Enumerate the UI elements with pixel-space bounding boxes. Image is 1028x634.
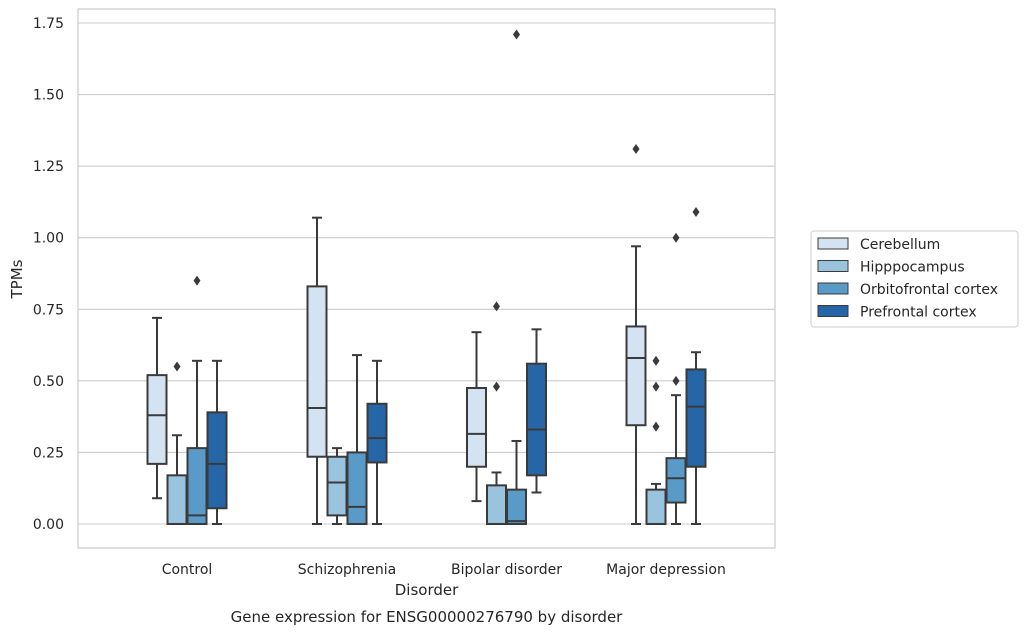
box-prefrontal-cortex bbox=[526, 328, 547, 494]
outlier-point bbox=[173, 361, 181, 372]
outlier-point bbox=[672, 375, 680, 386]
legend-label: Prefrontal cortex bbox=[860, 305, 977, 321]
y-tick-label: 1.25 bbox=[33, 159, 64, 175]
box-groups bbox=[146, 29, 707, 526]
y-tick-label: 0.00 bbox=[33, 517, 64, 533]
y-tick-label: 1.75 bbox=[33, 16, 64, 32]
outlier-point bbox=[652, 421, 660, 432]
x-tick-label: Schizophrenia bbox=[298, 562, 396, 578]
outlier-point bbox=[652, 381, 660, 392]
outlier-point bbox=[493, 301, 500, 312]
outlier-point bbox=[672, 232, 680, 243]
legend-label: Orbitofrontal cortex bbox=[860, 282, 998, 298]
box-prefrontal-cortex bbox=[206, 359, 228, 525]
box-cerebellum bbox=[306, 216, 328, 525]
x-tick-label: Control bbox=[162, 562, 213, 578]
box-body bbox=[326, 455, 348, 517]
outlier-point bbox=[632, 143, 640, 154]
box-body bbox=[645, 488, 667, 526]
box-body bbox=[346, 451, 368, 525]
box-body bbox=[206, 411, 228, 510]
y-axis-label: TPMs bbox=[8, 259, 26, 299]
box-body bbox=[366, 402, 388, 464]
y-tick-label: 0.50 bbox=[33, 374, 64, 390]
legend-swatch bbox=[817, 260, 849, 272]
box-cerebellum bbox=[466, 331, 487, 503]
chart-caption: Gene expression for ENSG00000276790 by d… bbox=[231, 608, 624, 626]
legend: Cerebellum Hipppocampus Orbitofrontal cort… bbox=[810, 230, 1019, 328]
box-hipppocampus bbox=[645, 355, 667, 526]
box-body bbox=[186, 447, 208, 525]
legend-frame bbox=[810, 230, 1019, 328]
y-tick-label: 1.50 bbox=[33, 88, 64, 104]
outlier-point bbox=[193, 275, 201, 286]
box-body bbox=[625, 325, 647, 427]
legend-swatch bbox=[817, 282, 849, 295]
x-tick-labels: Control Schizophrenia Bipolar disorder Majo… bbox=[162, 562, 726, 578]
legend-label: Hipppocampus bbox=[860, 260, 965, 276]
box-cerebellum bbox=[625, 143, 647, 525]
y-tick-label: 1.00 bbox=[33, 231, 64, 247]
outlier-point bbox=[692, 206, 700, 217]
box-body bbox=[146, 374, 168, 465]
box-body bbox=[526, 362, 547, 477]
box-hipppocampus bbox=[486, 301, 507, 526]
y-tick-label: 0.75 bbox=[33, 302, 64, 318]
box-orbitofrontal-cortex bbox=[665, 232, 687, 525]
box-body bbox=[306, 285, 328, 458]
box-body bbox=[486, 484, 507, 526]
box-prefrontal-cortex bbox=[685, 206, 707, 525]
box-body bbox=[506, 488, 527, 526]
box-prefrontal-cortex bbox=[366, 359, 388, 525]
box-orbitofrontal-cortex bbox=[506, 29, 527, 526]
box-body bbox=[685, 368, 707, 468]
box-body bbox=[166, 474, 188, 525]
box-orbitofrontal-cortex bbox=[346, 354, 368, 525]
legend-swatch bbox=[817, 237, 849, 250]
y-tick-labels: 0.00 0.25 0.50 0.75 1.00 1.25 1.50 1.75 bbox=[33, 16, 64, 533]
y-tick-label: 0.25 bbox=[33, 445, 64, 461]
outlier-point bbox=[513, 29, 520, 40]
x-tick-label: Bipolar disorder bbox=[451, 562, 562, 578]
legend-label: Cerebellum bbox=[860, 237, 940, 253]
box-hipppocampus bbox=[326, 447, 348, 525]
box-body bbox=[665, 457, 687, 504]
outlier-point bbox=[652, 355, 660, 366]
box-cerebellum bbox=[146, 316, 168, 500]
plot-frame bbox=[77, 8, 776, 549]
x-tick-label: Major depression bbox=[606, 562, 726, 578]
legend-swatch bbox=[817, 305, 849, 317]
box-body bbox=[466, 387, 487, 468]
box-hipppocampus bbox=[166, 361, 188, 525]
x-axis-label: Disorder bbox=[395, 581, 459, 599]
outlier-point bbox=[493, 381, 500, 392]
